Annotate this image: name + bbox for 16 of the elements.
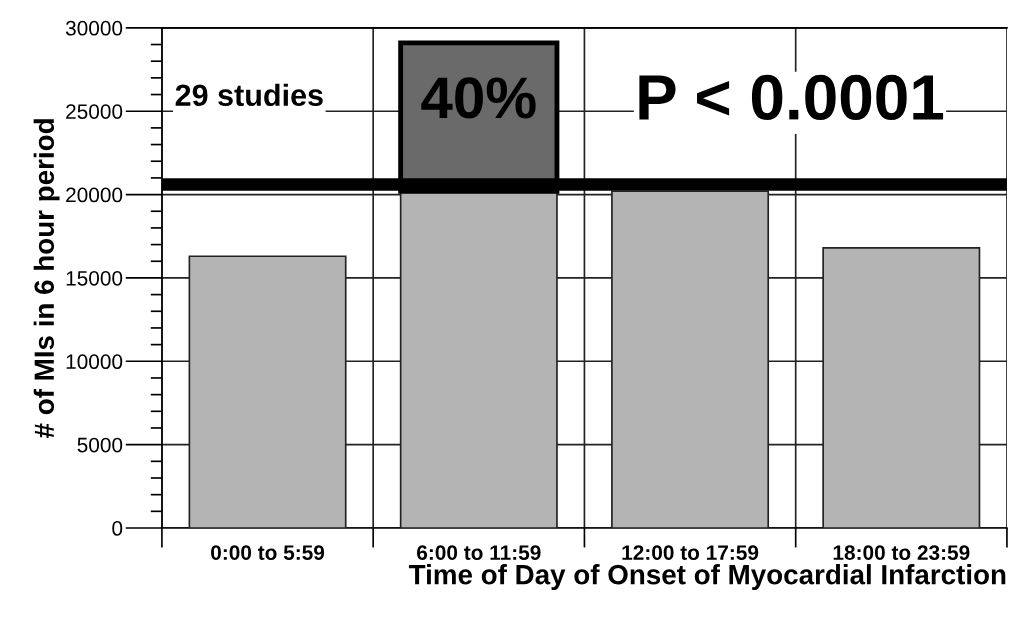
annotation: 40% [421,77,536,119]
y-axis-title: # of MIs in 6 hour period [33,119,60,438]
y-tick-label: 15000 [66,270,123,286]
y-tick-label: 25000 [66,104,123,119]
x-tick-label: 0:00 to 5:59 [211,545,325,560]
x-axis-title: Time of Day of Onset of Myocardial Infarction [408,564,1006,590]
x-tick-label: 18:00 to 23:59 [833,545,970,561]
x-tick-label: 6:00 to 11:59 [417,545,541,560]
x-tick-label: 12:00 to 17:59 [622,545,759,560]
annotation: P < 0.0001 [639,74,944,121]
annotation: 29 studies [175,83,323,107]
y-tick-label: 0 [112,521,123,536]
y-tick-label: 30000 [65,20,123,36]
y-tick-label: 5000 [77,437,123,453]
y-tick-label: 10000 [66,354,123,370]
y-tick-label: 20000 [66,187,123,203]
